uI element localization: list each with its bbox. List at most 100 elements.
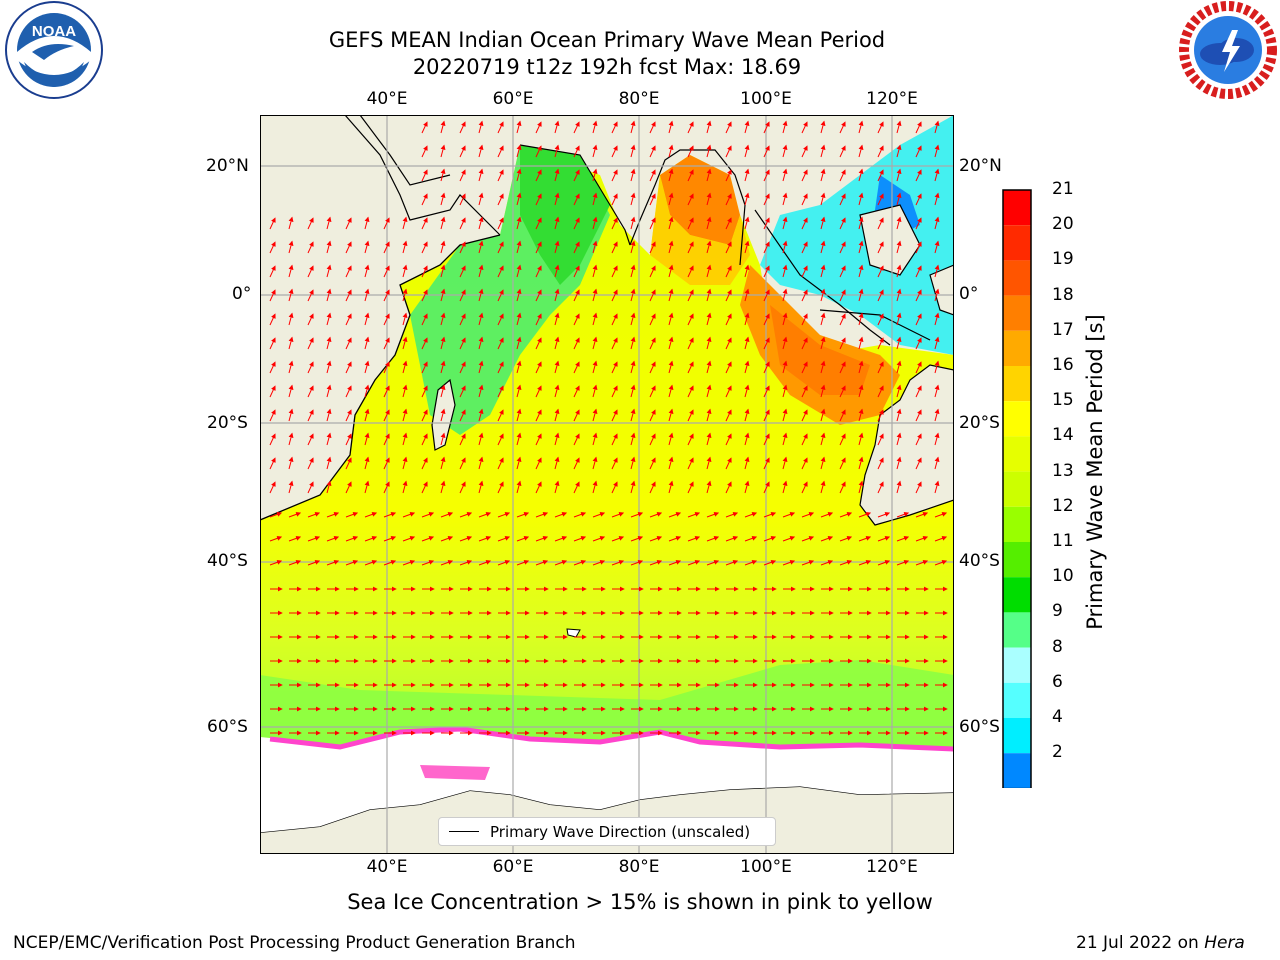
colorbar-tick-label: 12	[1052, 495, 1074, 516]
wave-arrow	[611, 121, 618, 134]
wave-arrow	[687, 535, 701, 542]
lat-label-left-0: 0°	[232, 284, 252, 304]
wave-arrow	[592, 408, 598, 422]
wave-arrow	[497, 559, 511, 566]
legend-line	[449, 831, 479, 832]
wave-arrow	[820, 456, 826, 470]
lon-label-bottom-80e: 80°E	[618, 857, 660, 877]
wave-arrow	[763, 241, 770, 254]
wave-arrow	[326, 456, 332, 470]
wave-arrow	[516, 192, 522, 206]
colorbar-segment	[1003, 682, 1031, 718]
wave-arrow	[915, 241, 922, 254]
wave-arrow	[782, 559, 796, 566]
wave-arrow	[497, 121, 504, 134]
wave-arrow	[630, 535, 644, 542]
wave-arrow	[668, 264, 674, 278]
wave-arrow	[592, 240, 598, 254]
wave-arrow	[497, 409, 504, 422]
footer-right: 21 Jul 2022 on Hera	[1076, 933, 1245, 953]
wave-arrow	[459, 457, 466, 470]
wave-arrow	[801, 559, 815, 566]
wave-arrow	[858, 432, 864, 446]
wave-arrow	[459, 361, 466, 374]
wave-arrow	[896, 288, 902, 302]
wave-arrow	[440, 511, 454, 518]
wave-arrow	[820, 336, 826, 350]
wave-arrow	[687, 409, 694, 422]
wave-arrow	[782, 511, 796, 518]
wave-arrow	[782, 408, 788, 422]
wave-arrow	[706, 192, 712, 206]
wave-arrow	[288, 408, 294, 422]
wave-arrow	[744, 144, 750, 158]
wave-arrow	[402, 408, 408, 422]
wave-arrow	[820, 120, 826, 134]
wave-arrow	[649, 337, 656, 350]
wave-arrow	[858, 264, 864, 278]
wave-arrow	[782, 144, 788, 158]
wave-arrow	[383, 337, 390, 350]
wave-arrow	[459, 559, 473, 566]
wave-arrow	[725, 337, 732, 350]
wave-arrow	[421, 511, 435, 518]
wave-arrow	[763, 121, 770, 134]
wave-arrow	[383, 361, 390, 374]
wave-arrow	[269, 265, 276, 278]
wave-arrow	[839, 145, 846, 158]
wave-arrow	[877, 361, 884, 374]
wave-arrow	[934, 480, 940, 494]
colorbar-tick-label: 10	[1052, 566, 1074, 587]
wave-arrow	[744, 511, 758, 518]
wave-arrow	[478, 480, 484, 494]
wave-arrow	[630, 559, 644, 566]
wave-arrow	[820, 360, 826, 374]
wave-arrow	[592, 216, 598, 230]
wave-arrow	[516, 480, 522, 494]
wave-arrow	[858, 360, 864, 374]
wave-arrow	[288, 384, 294, 398]
wave-arrow	[573, 241, 580, 254]
wave-arrow	[402, 559, 416, 566]
wave-arrow	[706, 144, 712, 158]
colorbar-tick-label: 15	[1052, 390, 1074, 411]
wave-arrow	[573, 289, 580, 302]
wave-arrow	[668, 240, 674, 254]
wave-arrow	[535, 559, 549, 566]
wave-arrow	[763, 361, 770, 374]
wave-arrow	[706, 432, 712, 446]
wave-arrow	[706, 456, 712, 470]
wave-arrow	[820, 559, 834, 566]
wave-arrow	[459, 121, 466, 134]
wave-arrow	[820, 264, 826, 278]
wave-arrow	[592, 312, 598, 326]
wave-arrow	[649, 265, 656, 278]
wave-arrow	[839, 559, 853, 566]
wave-arrow	[573, 217, 580, 230]
wave-arrow	[421, 145, 428, 158]
footer-host: Hera	[1204, 933, 1245, 953]
wave-arrow	[687, 481, 694, 494]
wave-arrow	[725, 433, 732, 446]
wave-arrow	[364, 432, 370, 446]
wave-arrow	[782, 360, 788, 374]
wave-arrow	[649, 535, 663, 542]
wave-arrow	[725, 169, 732, 182]
wave-arrow	[611, 385, 618, 398]
wave-arrow	[820, 144, 826, 158]
wave-arrow	[877, 145, 884, 158]
wave-arrow	[554, 216, 560, 230]
wave-arrow	[839, 481, 846, 494]
wave-arrow	[934, 535, 948, 542]
colorbar-tick-label: 11	[1052, 531, 1074, 551]
wave-arrow	[649, 511, 663, 518]
wave-arrow	[649, 217, 656, 230]
wave-arrow	[554, 288, 560, 302]
wave-arrow	[668, 511, 682, 518]
wave-arrow	[421, 433, 428, 446]
wave-arrow	[592, 264, 598, 278]
wave-arrow	[535, 169, 542, 182]
wave-arrow	[649, 433, 656, 446]
wave-arrow	[782, 288, 788, 302]
wave-arrow	[573, 433, 580, 446]
